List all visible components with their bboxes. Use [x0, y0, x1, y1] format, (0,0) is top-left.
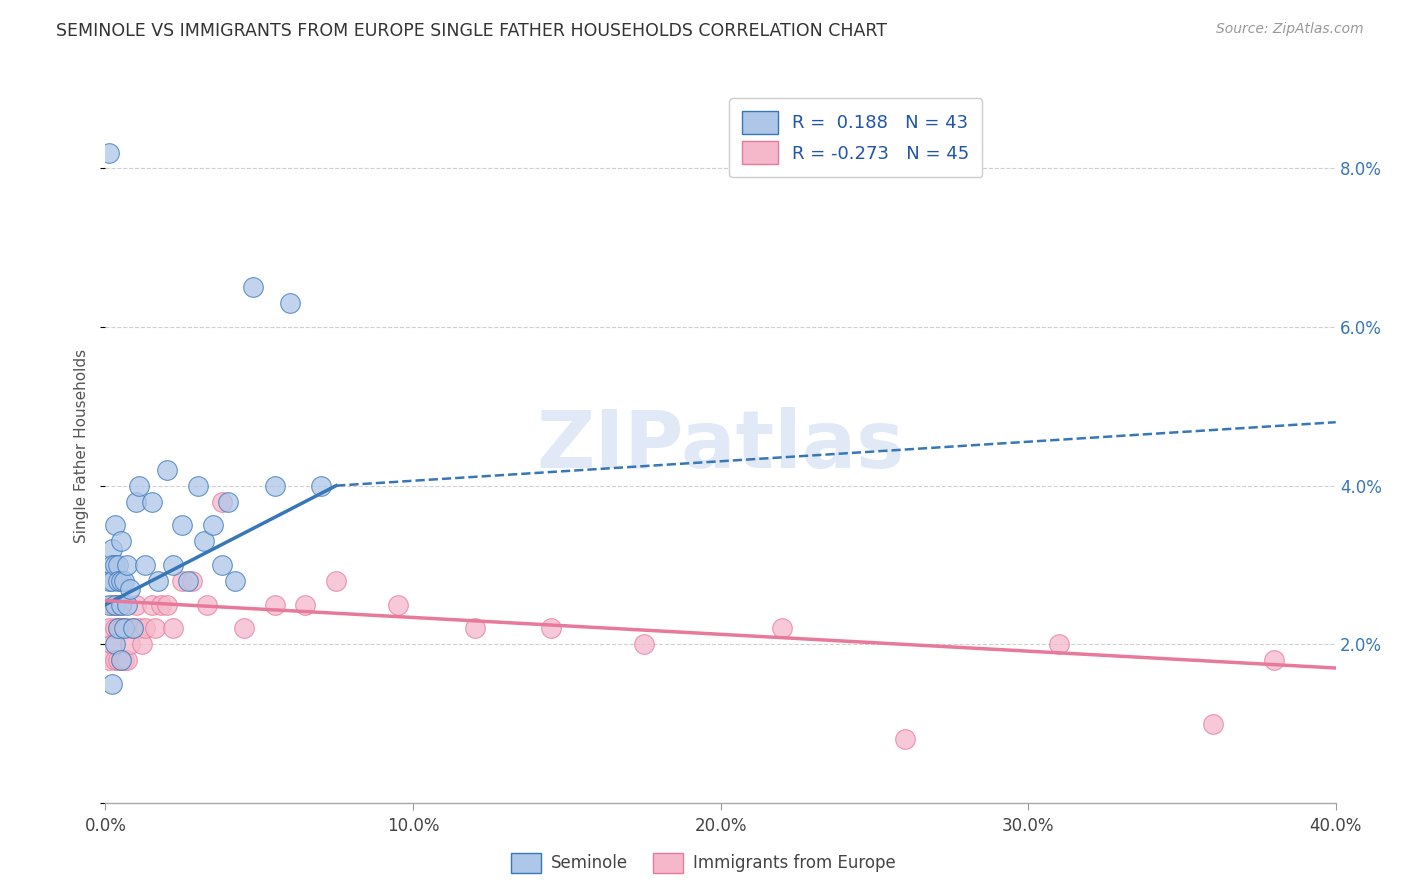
Point	[218, 494, 240, 508]
Point	[143, 621, 166, 635]
Point	[115, 558, 138, 572]
Point	[100, 558, 122, 572]
Point	[162, 558, 184, 572]
Point	[770, 621, 793, 635]
Point	[125, 494, 148, 508]
Point	[224, 574, 246, 588]
Point	[112, 653, 135, 667]
Point	[104, 621, 127, 635]
Text: ZIPatlas: ZIPatlas	[537, 407, 904, 485]
Point	[325, 574, 347, 588]
Point	[115, 653, 138, 667]
Point	[195, 598, 218, 612]
Point	[464, 621, 486, 635]
Point	[1263, 653, 1285, 667]
Point	[97, 574, 120, 588]
Point	[1201, 716, 1223, 731]
Point	[97, 621, 120, 635]
Text: SEMINOLE VS IMMIGRANTS FROM EUROPE SINGLE FATHER HOUSEHOLDS CORRELATION CHART: SEMINOLE VS IMMIGRANTS FROM EUROPE SINGL…	[56, 22, 887, 40]
Point	[242, 280, 264, 294]
Point	[131, 637, 153, 651]
Point	[110, 534, 132, 549]
Point	[156, 463, 179, 477]
Point	[104, 653, 127, 667]
Legend: R =  0.188   N = 43, R = -0.273   N = 45: R = 0.188 N = 43, R = -0.273 N = 45	[730, 98, 983, 178]
Point	[162, 621, 184, 635]
Point	[104, 558, 127, 572]
Point	[100, 574, 122, 588]
Point	[1047, 637, 1070, 651]
Y-axis label: Single Father Households: Single Father Households	[73, 349, 89, 543]
Point	[104, 637, 127, 651]
Point	[263, 598, 285, 612]
Point	[104, 598, 127, 612]
Point	[122, 621, 145, 635]
Point	[141, 598, 163, 612]
Point	[112, 621, 135, 635]
Point	[104, 518, 127, 533]
Point	[211, 494, 233, 508]
Point	[128, 478, 150, 492]
Point	[107, 653, 129, 667]
Point	[211, 558, 233, 572]
Point	[187, 478, 209, 492]
Point	[134, 558, 156, 572]
Point	[110, 621, 132, 635]
Point	[107, 558, 129, 572]
Point	[122, 621, 145, 635]
Point	[146, 574, 169, 588]
Point	[120, 582, 141, 596]
Point	[97, 598, 120, 612]
Point	[97, 145, 120, 160]
Point	[149, 598, 172, 612]
Point	[540, 621, 562, 635]
Point	[141, 494, 163, 508]
Point	[112, 574, 135, 588]
Point	[104, 598, 127, 612]
Point	[107, 598, 129, 612]
Point	[894, 732, 917, 747]
Point	[110, 653, 132, 667]
Point	[110, 598, 132, 612]
Point	[172, 574, 194, 588]
Point	[97, 653, 120, 667]
Point	[633, 637, 655, 651]
Point	[278, 296, 301, 310]
Point	[193, 534, 215, 549]
Point	[110, 574, 132, 588]
Point	[172, 518, 194, 533]
Point	[110, 598, 132, 612]
Point	[232, 621, 254, 635]
Point	[107, 621, 129, 635]
Point	[115, 598, 138, 612]
Text: Source: ZipAtlas.com: Source: ZipAtlas.com	[1216, 22, 1364, 37]
Point	[100, 677, 122, 691]
Point	[180, 574, 202, 588]
Point	[134, 621, 156, 635]
Point	[387, 598, 409, 612]
Point	[100, 598, 122, 612]
Point	[128, 621, 150, 635]
Point	[263, 478, 285, 492]
Point	[100, 542, 122, 557]
Point	[107, 574, 129, 588]
Point	[120, 637, 141, 651]
Point	[309, 478, 332, 492]
Legend: Seminole, Immigrants from Europe: Seminole, Immigrants from Europe	[503, 847, 903, 880]
Point	[294, 598, 316, 612]
Point	[112, 621, 135, 635]
Point	[110, 653, 132, 667]
Point	[125, 598, 148, 612]
Point	[177, 574, 200, 588]
Point	[100, 637, 122, 651]
Point	[107, 621, 129, 635]
Point	[156, 598, 179, 612]
Point	[115, 621, 138, 635]
Point	[202, 518, 225, 533]
